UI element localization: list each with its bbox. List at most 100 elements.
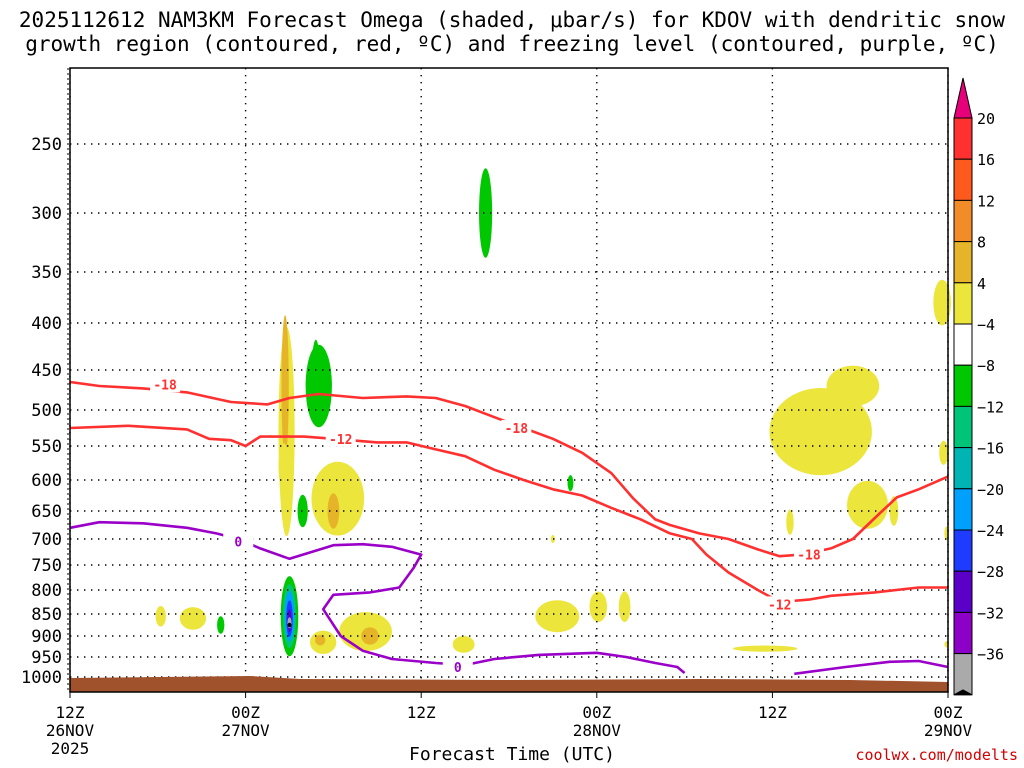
colorbar-label-4: 4 (977, 275, 986, 293)
colorbar-segment-11 (953, 529, 973, 572)
contours: -18 -18 -18 -12 -12 0 0 (69, 376, 949, 676)
omega-shading (155, 168, 951, 657)
contour-label-bg-0-0 (150, 376, 181, 393)
omega-region-23 (479, 168, 493, 258)
colorbar-segment-8 (953, 405, 973, 449)
x-tick-label-36-1: 28NOV (573, 721, 622, 740)
colorbar-segment-9 (953, 447, 973, 490)
y-tick-label-700: 700 (31, 530, 62, 550)
omega-region-7 (297, 494, 308, 528)
contour-label-1-1: -12 (768, 598, 791, 613)
colorbar-label-10: −24 (977, 522, 1004, 540)
colorbar-segment-6 (953, 323, 973, 366)
contour-label-bg-2-0 (223, 533, 254, 550)
colorbar-label-13: −36 (977, 646, 1004, 664)
colorbar-label-2: 12 (977, 192, 995, 210)
colorbar-label-6: −8 (977, 357, 995, 375)
colorbar-segment-12 (953, 570, 973, 613)
contour-label-0-1: -18 (505, 422, 529, 437)
y-tick-label-500: 500 (31, 401, 62, 421)
contour-label-bg-1-0 (325, 430, 356, 447)
omega-region-16 (315, 634, 326, 646)
omega-region-24 (567, 475, 574, 492)
colorbar-label-3: 8 (977, 234, 986, 252)
colorbar-label-8: −16 (977, 440, 1004, 458)
y-tick-label-600: 600 (31, 471, 62, 491)
y-tick-label-1000: 1000 (21, 668, 62, 688)
plot-frame (67, 67, 949, 693)
x-axis-title: Forecast Time (UTC) (409, 744, 615, 765)
colorbar-segment-7 (953, 364, 973, 407)
contour-label-bg-2-1 (442, 659, 473, 675)
omega-region-34 (732, 645, 798, 652)
colorbar-top-triangle (953, 77, 973, 119)
y-axis: 2503003504004505005506006507007508008509… (21, 135, 62, 688)
y-tick-label-300: 300 (31, 204, 62, 224)
colorbar-label-0: 20 (977, 110, 995, 128)
frame-border (69, 67, 949, 693)
colorbar-label-11: −28 (977, 563, 1004, 581)
y-tick-label-350: 350 (31, 263, 62, 283)
omega-region-6 (327, 493, 340, 529)
omega-region-18 (361, 627, 379, 645)
x-tick-label-12-0: 00Z (231, 703, 260, 722)
y-tick-label-900: 900 (31, 627, 62, 647)
omega-region-33 (786, 509, 794, 535)
x-tick-label-36-0: 00Z (582, 703, 611, 722)
omega-region-3 (311, 339, 321, 417)
omega-region-22 (452, 636, 475, 653)
contour-label-0-0: -18 (153, 378, 177, 393)
chart-title-line-1: 2025112612 NAM3KM Forecast Omega (shaded… (18, 8, 1006, 32)
contour-label-bg-1-1 (764, 596, 795, 613)
contour-line-3 (794, 659, 949, 676)
x-tick-label-0-0: 12Z (56, 703, 85, 722)
y-tick-label-750: 750 (31, 556, 62, 576)
omega-region-27 (618, 591, 631, 623)
colorbar-segment-3 (953, 199, 973, 243)
colorbar-label-12: −32 (977, 604, 1004, 622)
omega-region-4 (278, 442, 289, 490)
colorbar-segment-1 (953, 117, 973, 160)
omega-region-21 (217, 616, 225, 634)
omega-region-26 (589, 591, 608, 623)
plot-background (70, 68, 948, 692)
omega-region-36 (939, 440, 948, 465)
colorbar-segment-2 (953, 158, 973, 201)
y-tick-label-850: 850 (31, 605, 62, 625)
omega-region-31 (847, 480, 889, 529)
x-tick-label-0-1: 26NOV (46, 721, 95, 740)
colorbar-bottom-triangle (953, 689, 973, 696)
y-tick-label-800: 800 (31, 581, 62, 601)
omega-region-1 (281, 315, 289, 457)
y-tick-label-450: 450 (31, 361, 62, 381)
omega-region-5 (311, 461, 365, 536)
contour-label-1-0: -12 (329, 433, 352, 448)
y-tick-label-550: 550 (31, 437, 62, 457)
colorbar-segment-5 (953, 282, 973, 325)
omega-region-28 (550, 534, 555, 544)
contour-line-0 (69, 380, 949, 558)
omega-region-30 (826, 365, 880, 407)
omega-region-14 (287, 622, 292, 628)
x-tick-label-60-1: 29NOV (924, 721, 973, 740)
colorbar-segment-14 (953, 653, 973, 696)
x-tick-label-48-0: 12Z (758, 703, 787, 722)
colorbar-segment-4 (953, 241, 973, 284)
omega-region-25 (535, 600, 580, 633)
contour-label-2-1: 0 (454, 661, 462, 676)
colorbar-label-5: −4 (977, 316, 995, 334)
x-tick-label-24-0: 12Z (407, 703, 436, 722)
y-tick-label-400: 400 (31, 314, 62, 334)
omega-region-35 (933, 279, 951, 326)
colorbar-segment-13 (953, 611, 973, 655)
site-credit[interactable]: coolwx.com/modelts (855, 746, 1018, 764)
colorbar: 20 16 12 8 4 −4 −8 −12 −16 −20 −24 −28 −32 −36 (953, 77, 1004, 696)
x-tick-label-60-0: 00Z (934, 703, 963, 722)
contour-label-0-2: -18 (797, 549, 821, 564)
omega-region-20 (179, 607, 207, 630)
contour-label-bg-0-1 (501, 420, 532, 436)
omega-region-29 (769, 388, 872, 476)
colorbar-label-9: −20 (977, 481, 1004, 499)
